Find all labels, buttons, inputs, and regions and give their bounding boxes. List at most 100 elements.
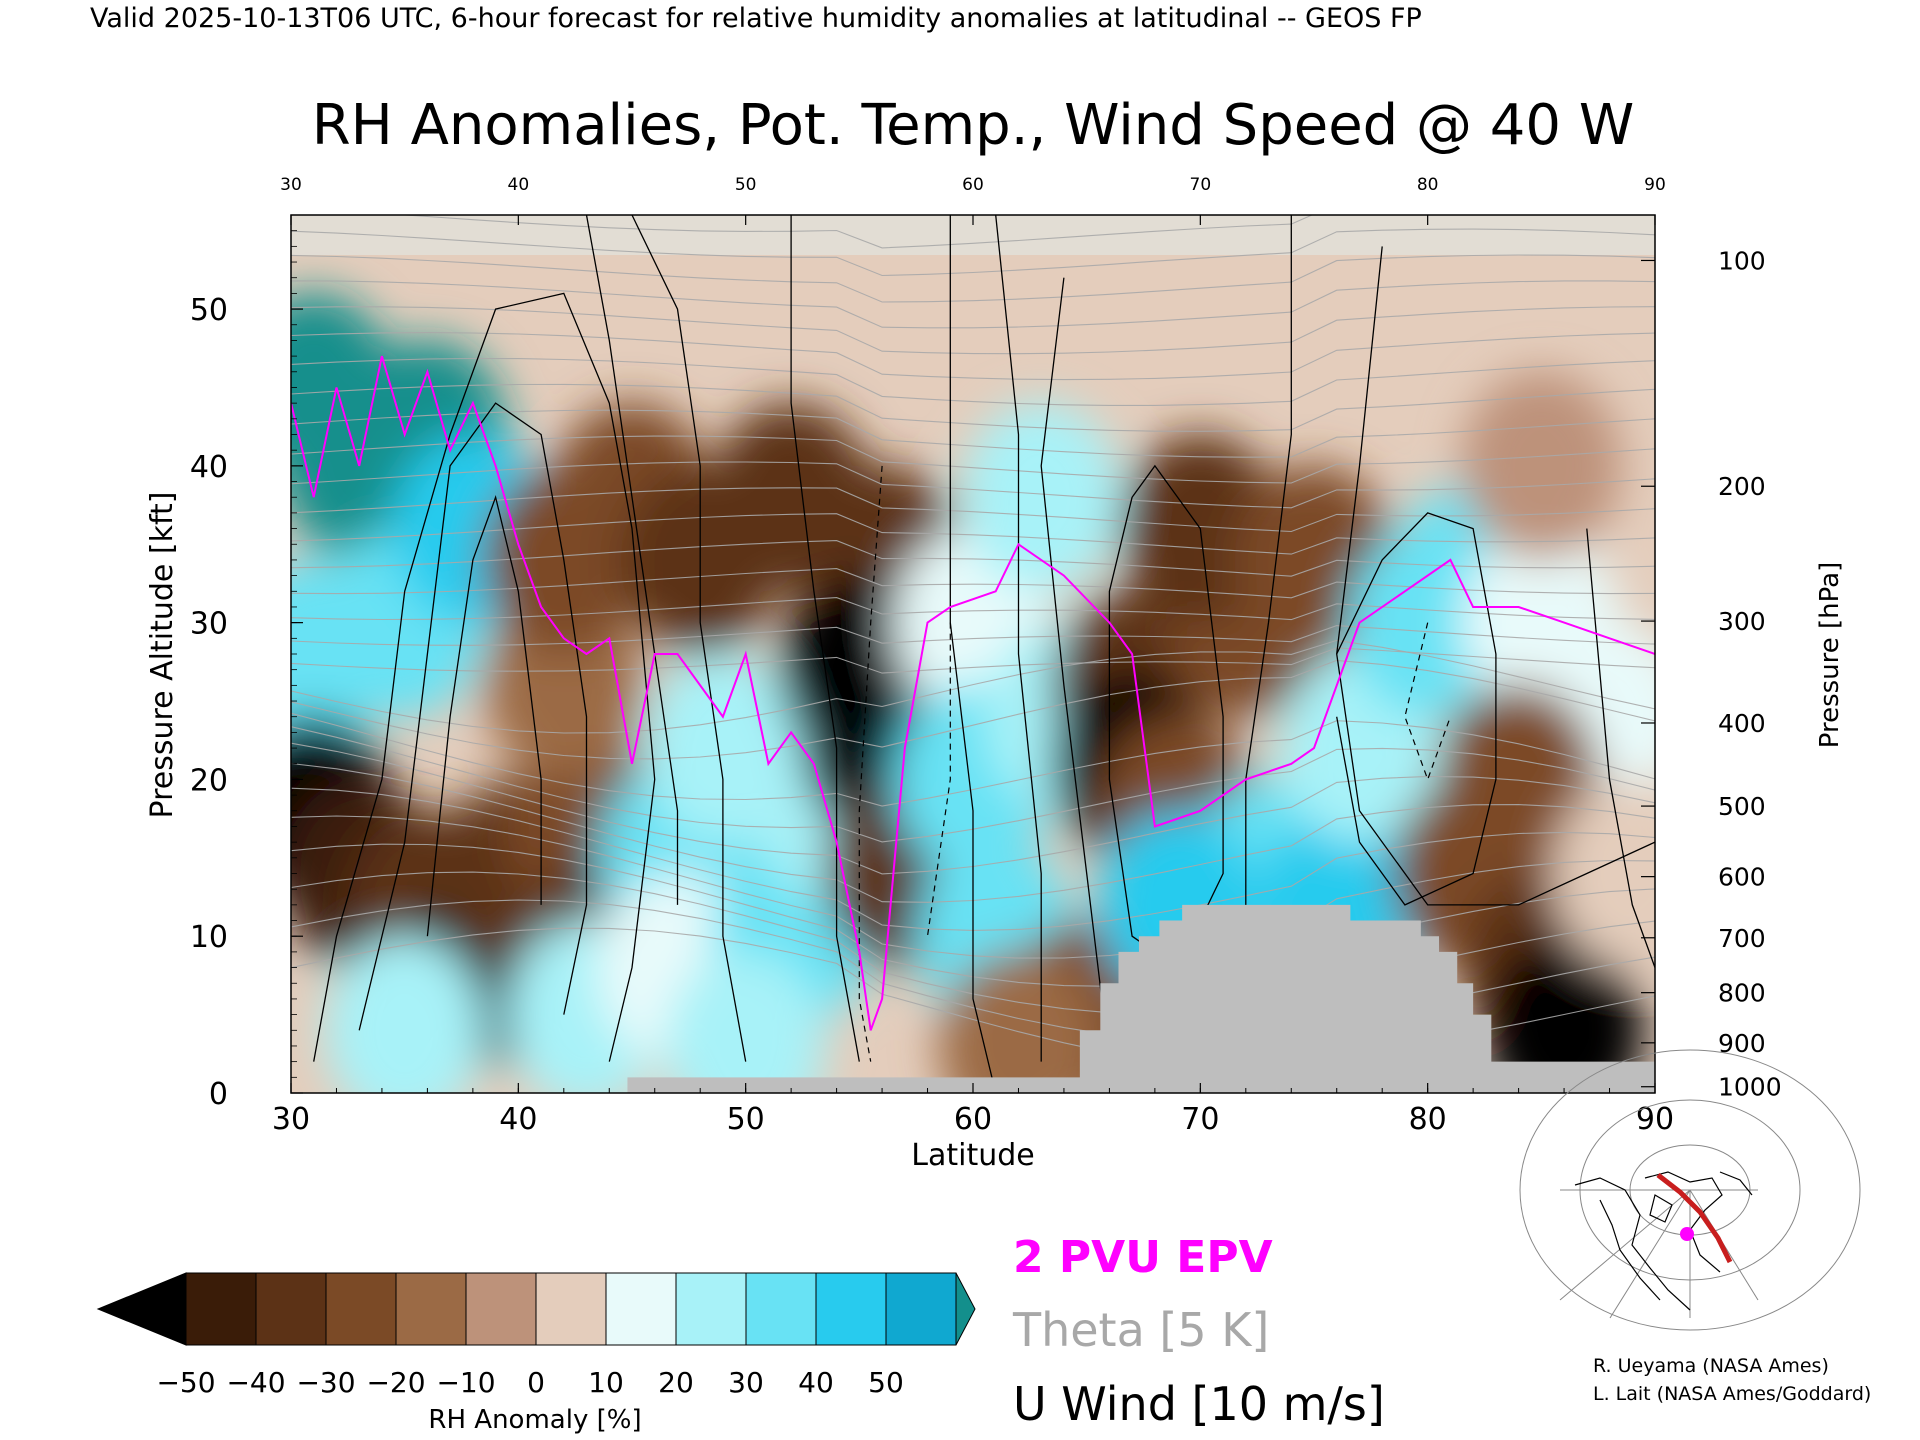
y2-tick-label: 300 <box>1718 607 1766 636</box>
legend-u-wind: U Wind [10 m/s] <box>1013 1377 1385 1431</box>
x-tick-label: 70 <box>1181 1102 1219 1137</box>
colorbar-swatch <box>465 1272 537 1346</box>
colorbar-swatch <box>815 1272 887 1346</box>
u-wind-easterly-contour <box>1404 622 1451 782</box>
u-wind-contour <box>358 402 588 1031</box>
theta-contour <box>291 597 1655 621</box>
colorbar-swatch <box>255 1272 327 1346</box>
theta-contour <box>291 409 1655 458</box>
u-wind-easterly-contour <box>926 622 951 937</box>
x-tick-label: 50 <box>727 1102 765 1137</box>
y-tick-label: 20 <box>190 763 228 798</box>
u-wind-contour <box>995 215 1042 1062</box>
u-wind-contour <box>949 215 997 1093</box>
colorbar-tick-label: 0 <box>527 1366 545 1399</box>
colorbar-swatch <box>885 1272 957 1346</box>
y2-tick-label: 700 <box>1718 924 1766 953</box>
y2-tick-label: 200 <box>1718 472 1766 501</box>
theta-contour <box>291 306 1655 355</box>
u-wind-contour <box>426 494 542 937</box>
x-tick-label: 30 <box>272 1102 310 1137</box>
rh-cell <box>938 950 1099 1093</box>
colorbar-under <box>96 1272 187 1346</box>
colorbar-tick-label: −10 <box>436 1366 495 1399</box>
y-tick-label: 0 <box>209 1077 228 1112</box>
theta-contour <box>291 487 1655 533</box>
theta-contour <box>291 712 1655 807</box>
theta-contour <box>291 568 1655 599</box>
colorbar-swatch <box>325 1272 397 1346</box>
rh-cell <box>1461 370 1622 561</box>
y-tick-label: 50 <box>190 293 228 328</box>
x-tick-label: 40 <box>499 1102 537 1137</box>
y-tick-label: 40 <box>190 450 228 485</box>
u-wind-contour <box>1586 528 1655 968</box>
legend-theta: Theta [5 K] <box>1012 1303 1269 1357</box>
x-tick-label: 90 <box>1636 1102 1674 1137</box>
inset-map-background <box>1560 1168 1758 1318</box>
x-top-tick-label: 30 <box>280 175 302 195</box>
plot-area: 30 40 50 60 70 80 90 30 40 50 60 70 80 90 0 10 20 30 40 50 1… <box>190 175 1782 1137</box>
theta-contour <box>291 625 1655 646</box>
epv-2pvu-line <box>291 355 1655 1031</box>
y2-tick-label: 1000 <box>1718 1073 1782 1102</box>
theta-contour <box>291 540 1655 577</box>
theta-contour <box>291 435 1655 484</box>
theta-contour <box>291 228 1655 277</box>
credit-line-2: L. Lait (NASA Ames/Goddard) <box>1593 1383 1871 1405</box>
u-wind-contour <box>1336 246 1655 906</box>
u-wind-contour <box>313 292 656 1062</box>
map-marker <box>1680 1227 1694 1241</box>
colorbar-swatch <box>675 1272 747 1346</box>
colorbar-tick-label: 50 <box>868 1366 904 1399</box>
theta-contour <box>291 513 1655 555</box>
x-axis-label: Latitude <box>911 1138 1034 1173</box>
colorbar-tick-label: 30 <box>728 1366 764 1399</box>
colorbar-swatch <box>535 1272 607 1346</box>
terrain-mask <box>627 904 1655 1093</box>
colorbar: −50 −40 −30 −20 −10 0 10 20 30 40 50 <box>96 1272 976 1399</box>
theta-contour <box>291 254 1655 303</box>
theta-contour <box>291 461 1655 509</box>
colorbar-swatch <box>185 1272 257 1346</box>
theta-contour <box>291 639 1655 734</box>
colorbar-label: RH Anomaly [%] <box>428 1405 641 1435</box>
colorbar-swatch <box>605 1272 677 1346</box>
x-top-tick-label: 70 <box>1190 175 1212 195</box>
rh-cell <box>1438 684 1599 875</box>
legend-epv: 2 PVU EPV <box>1013 1232 1273 1283</box>
rh-cell <box>961 402 1122 593</box>
theta-contour <box>291 332 1655 381</box>
y2-tick-label: 400 <box>1718 709 1766 738</box>
valid-line: Valid 2025-10-13T06 UTC, 6-hour forecast… <box>90 3 1422 34</box>
u-wind-contour <box>631 215 747 1062</box>
u-wind-contour <box>790 215 860 1062</box>
rh-cell <box>665 950 826 1093</box>
colorbar-tick-label: 10 <box>588 1366 624 1399</box>
theta-contour <box>291 647 1655 674</box>
y2-axis-label: Pressure [hPa] <box>1815 562 1845 749</box>
theta-contour <box>291 357 1655 406</box>
map-graticule <box>1519 1049 1861 1331</box>
u-wind-contour <box>1336 512 1497 906</box>
u-wind-easterly-contour <box>858 465 883 1062</box>
theta-contour <box>291 383 1655 432</box>
x-top-tick-label: 40 <box>508 175 530 195</box>
colorbar-tick-label: −30 <box>296 1366 355 1399</box>
y2-tick-label: 600 <box>1718 863 1766 892</box>
colorbar-over <box>955 1272 976 1346</box>
x-top-tick-label: 90 <box>1644 175 1666 195</box>
y-tick-label: 30 <box>190 607 228 642</box>
y2-tick-label: 100 <box>1718 246 1766 275</box>
y2-tick-label: 500 <box>1718 792 1766 821</box>
x-top-tick-label: 50 <box>735 175 757 195</box>
x-tick-label: 80 <box>1409 1102 1447 1137</box>
theta-contour <box>291 659 1655 760</box>
chart-title: RH Anomalies, Pot. Temp., Wind Speed @ 4… <box>312 93 1634 158</box>
x-top-tick-label: 80 <box>1417 175 1439 195</box>
colorbar-tick-label: 40 <box>798 1366 834 1399</box>
colorbar-swatch <box>395 1272 467 1346</box>
x-top-tick-label: 60 <box>962 175 984 195</box>
theta-contour <box>291 280 1655 329</box>
